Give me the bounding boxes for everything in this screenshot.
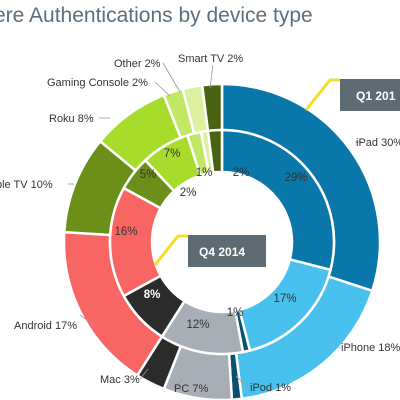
leader-line xyxy=(139,368,149,380)
inner-ring-value-label: 16% xyxy=(114,226,137,238)
leader-line xyxy=(154,81,171,97)
callout-q1-label: Q1 201 xyxy=(356,89,396,103)
outer-ring-category-label: ple TV 10% xyxy=(0,179,53,191)
inner-ring-value-label: 8% xyxy=(144,289,161,301)
leader-line xyxy=(329,339,341,349)
inner-segment xyxy=(220,128,336,272)
inner-ring-value-label: 29% xyxy=(284,172,307,184)
callout-q4: Q4 2014 xyxy=(153,234,266,267)
inner-segment xyxy=(206,128,224,174)
outer-ring-category-label: Gaming Console 2% xyxy=(47,77,148,89)
outer-ring-category-label: Android 17% xyxy=(14,320,77,332)
inner-ring-value-label: 12% xyxy=(186,319,209,331)
leader-line xyxy=(209,64,214,89)
outer-ring-category-label: iPad 30% xyxy=(356,137,400,149)
leader-line xyxy=(162,62,181,93)
callout-q4-pointer xyxy=(153,234,188,266)
leader-lines xyxy=(68,62,362,389)
callout-q1-pointer xyxy=(304,78,340,111)
outer-ring-category-label: Smart TV 2% xyxy=(178,53,243,65)
leader-line xyxy=(173,378,183,389)
inner-ring-value-label: 1% xyxy=(227,307,244,319)
inner-ring-value-label: 1% xyxy=(196,167,213,179)
callout-q4-box xyxy=(188,235,266,267)
inner-ring-value-label: 5% xyxy=(140,169,157,181)
chart-title: ere Authentications by device type xyxy=(0,4,313,27)
outer-ring-category-label: Roku 8% xyxy=(49,113,94,125)
callout-q1-box xyxy=(340,79,400,111)
outer-ring-category-label: Other 2% xyxy=(114,58,161,70)
inner-ring xyxy=(108,128,336,356)
outer-ring-category-label: iPod 1% xyxy=(250,382,291,394)
outer-ring-category-label: PC 7% xyxy=(174,383,208,395)
inner-labels: 29% 17% 1% 12% 8% 16% 5% 7% 2% 1% 2% xyxy=(114,148,307,331)
outer-labels: iPad 30% iPhone 18% iPod 1% PC 7% Mac 3% Andr… xyxy=(0,53,400,395)
callout-q4-label: Q4 2014 xyxy=(199,245,245,259)
leader-line xyxy=(235,375,249,389)
callout-q1: Q1 201 xyxy=(304,78,400,111)
inner-ring-value-label: 2% xyxy=(233,167,250,179)
inner-ring-value-label: 2% xyxy=(180,187,197,199)
inner-ring-value-label: 17% xyxy=(273,293,296,305)
outer-ring-category-label: Mac 3% xyxy=(100,374,140,386)
inner-ring-value-label: 7% xyxy=(164,148,181,160)
outer-ring-category-label: iPhone 18% xyxy=(341,342,400,354)
leader-line xyxy=(79,314,95,326)
